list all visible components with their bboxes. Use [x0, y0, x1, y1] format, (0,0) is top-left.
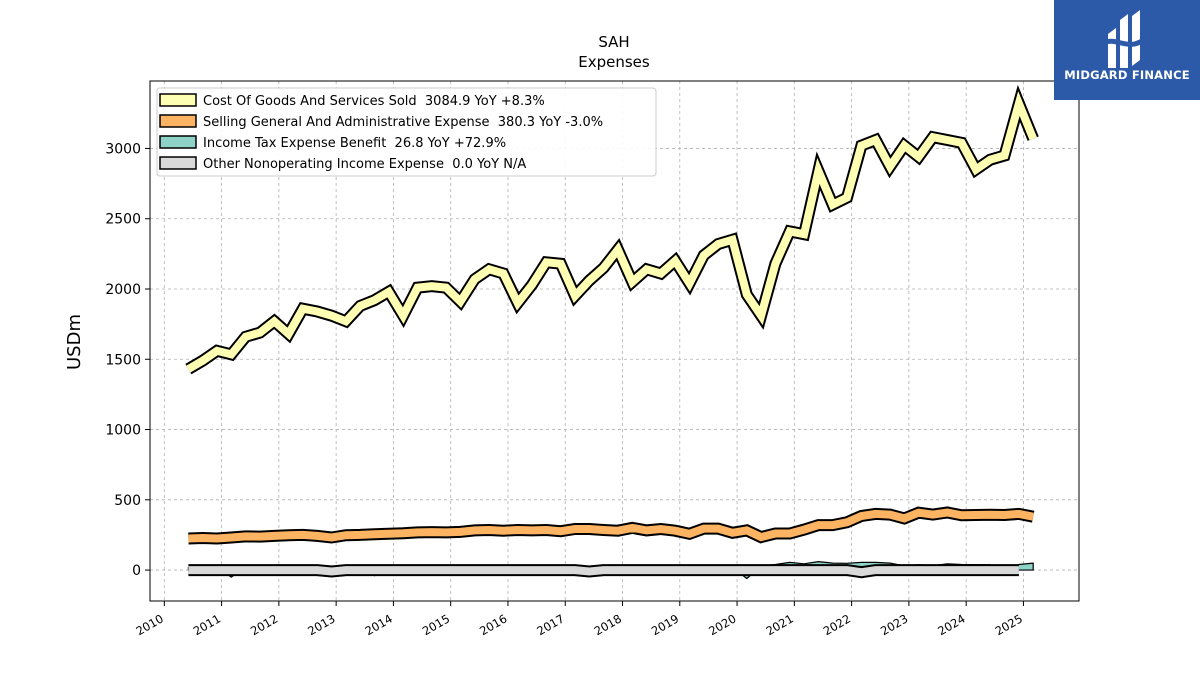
x-tick-label: 2013 [305, 611, 337, 638]
midgard-logo-icon [1105, 10, 1148, 68]
legend-box [156, 87, 657, 177]
legend-swatch [159, 156, 197, 170]
x-axis: 2010 2011 2012 2013 2014 2015 2016 2017 2018 2019… [133, 601, 1025, 638]
legend-entry: Income Tax Expense Benefit 26.8 YoY +72.… [203, 136, 506, 151]
legend-swatch [159, 114, 197, 128]
y-tick-label: 2500 [105, 212, 141, 228]
legend: Cost Of Goods And Services Sold 3084.9 Y… [156, 87, 657, 177]
legend-entry: Other Nonoperating Income Expense 0.0 Yo… [203, 157, 526, 172]
y-tick-label: 3000 [105, 141, 141, 157]
y-tick-label: 0 [132, 563, 141, 579]
logo-text: MIDGARD FINANCE [1064, 68, 1190, 82]
chart-title: SAH [598, 33, 629, 51]
x-tick-label: 2016 [477, 611, 509, 638]
x-tick-label: 2018 [592, 611, 624, 638]
x-tick-label: 2017 [534, 611, 566, 638]
x-tick-label: 2012 [248, 611, 280, 638]
x-tick-label: 2010 [133, 611, 165, 638]
x-tick-label: 2020 [706, 611, 738, 638]
series-layer [185, 84, 1039, 580]
midgard-finance-logo: MIDGARD FINANCE [1054, 0, 1200, 100]
series-line [186, 91, 1037, 373]
chart-subtitle: Expenses [578, 53, 650, 71]
y-tick-label: 1000 [105, 423, 141, 439]
series-line [188, 566, 1019, 577]
y-tick-label: 1500 [105, 352, 141, 368]
x-tick-label: 2023 [878, 611, 910, 638]
y-tick-label: 500 [114, 493, 141, 509]
y-axis: 0 500 1000 1500 2000 2500 3000 [105, 141, 150, 579]
x-tick-label: 2025 [993, 611, 1025, 638]
x-tick-label: 2014 [363, 611, 395, 638]
legend-swatch [159, 135, 197, 149]
x-tick-label: 2015 [420, 611, 452, 638]
y-tick-label: 2000 [105, 282, 141, 298]
legend-entry: Selling General And Administrative Expen… [203, 115, 603, 130]
legend-entry: Cost Of Goods And Services Sold 3084.9 Y… [203, 94, 545, 109]
x-tick-label: 2019 [649, 611, 681, 638]
plot-frame [149, 80, 1080, 602]
legend-swatch [159, 93, 197, 107]
y-axis-label: USDm [64, 314, 85, 370]
x-tick-label: 2021 [763, 611, 795, 638]
series-line [188, 508, 1034, 543]
x-tick-label: 2024 [935, 611, 967, 638]
x-tick-label: 2022 [821, 611, 853, 638]
x-tick-label: 2011 [191, 611, 223, 638]
